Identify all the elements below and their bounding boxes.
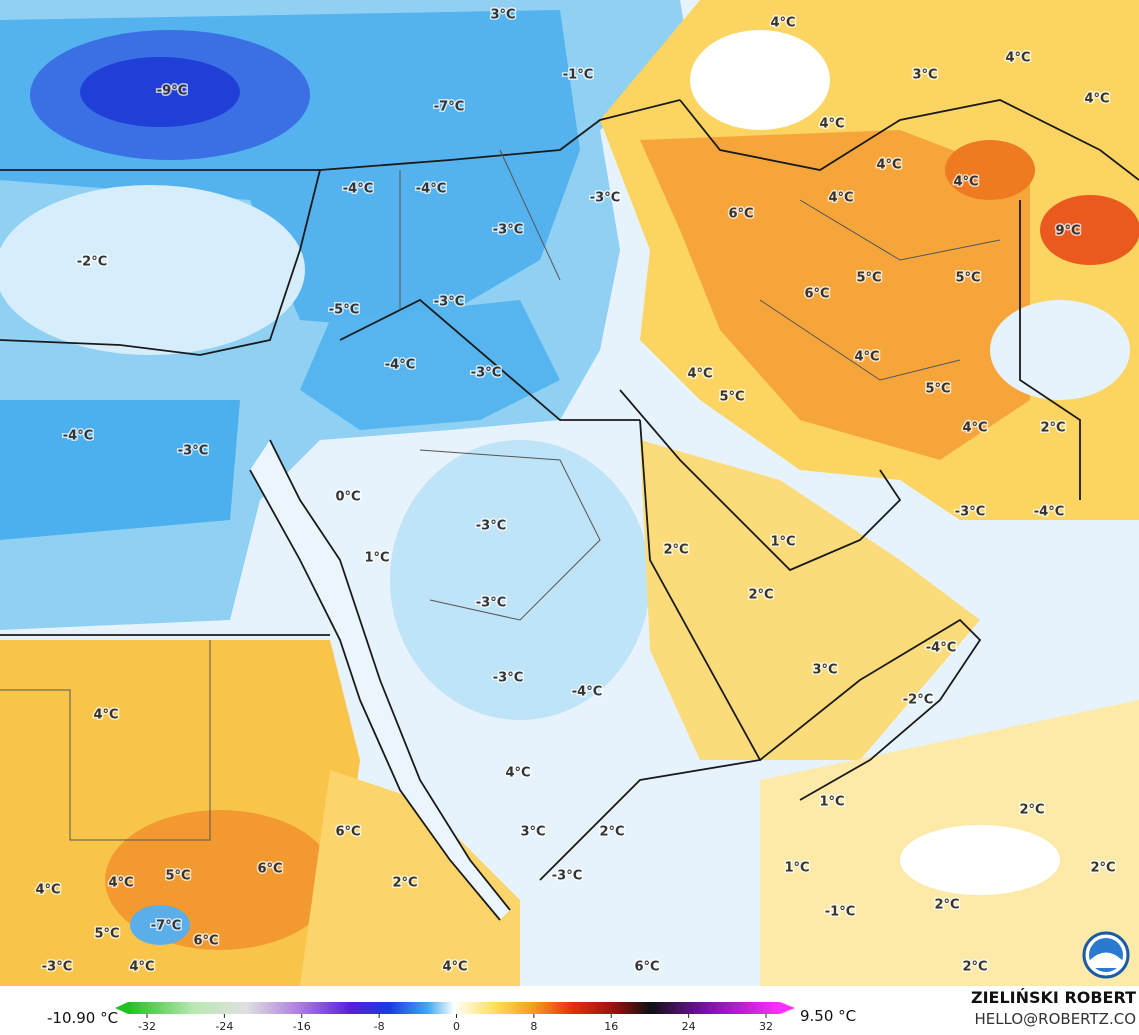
temperature-label: 6°C (193, 934, 218, 949)
temperature-label: 6°C (634, 960, 659, 975)
temperature-label: -3°C (590, 191, 620, 206)
temperature-label: 4°C (505, 766, 530, 781)
temperature-label: -3°C (476, 519, 506, 534)
temperature-label: 5°C (165, 869, 190, 884)
temperature-label: 2°C (934, 898, 959, 913)
temperature-label: 3°C (912, 68, 937, 83)
temperature-label: -4°C (1034, 505, 1064, 520)
temperature-label: 2°C (663, 543, 688, 558)
temperature-label: -4°C (385, 358, 415, 373)
temperature-label: -3°C (955, 505, 985, 520)
colorbar-tick-label: 8 (530, 1020, 537, 1033)
temperature-label: -2°C (77, 255, 107, 270)
colorbar-max: 9.50 °C (800, 1007, 856, 1025)
temperature-label: 4°C (35, 883, 60, 898)
temperature-label: 4°C (962, 421, 987, 436)
temperature-label: 4°C (108, 876, 133, 891)
colorbar-ticks: -32 -24 -16 -8 0 8 16 24 32 (138, 1014, 773, 1033)
temperature-label: -4°C (926, 641, 956, 656)
temperature-label: 3°C (812, 663, 837, 678)
temperature-label: -3°C (493, 671, 523, 686)
colorbar-end (780, 1002, 795, 1014)
temperature-label: -4°C (572, 685, 602, 700)
colorbar-tick-label: 24 (682, 1020, 696, 1033)
temperature-label: -4°C (416, 182, 446, 197)
temperature-label: 2°C (599, 825, 624, 840)
temperature-label: -4°C (343, 182, 373, 197)
temperature-label: -3°C (476, 596, 506, 611)
temperature-label: -3°C (552, 869, 582, 884)
temperature-label: 2°C (748, 588, 773, 603)
colorbar-tick-label: -24 (215, 1020, 233, 1033)
temperature-label: 1°C (784, 861, 809, 876)
temperature-label: 4°C (93, 708, 118, 723)
temperature-label: 6°C (804, 287, 829, 302)
colorbar-tick-label: -8 (374, 1020, 385, 1033)
temperature-label: -3°C (178, 444, 208, 459)
temperature-label: 9°C (1055, 224, 1080, 239)
colorbar-tick-label: 32 (759, 1020, 773, 1033)
temperature-label: 5°C (719, 390, 744, 405)
temperature-label: 5°C (94, 927, 119, 942)
colorbar-tick-label: -32 (138, 1020, 156, 1033)
temperature-label: 3°C (490, 8, 515, 23)
colorbar-min: -10.90 °C (47, 1009, 118, 1027)
temperature-label: -3°C (434, 295, 464, 310)
temperature-label: -9°C (157, 84, 187, 99)
temperature-label: -2°C (903, 693, 933, 708)
credit-contact: HELLO@ROBERTZ.CO (974, 1010, 1136, 1028)
temperature-label: -7°C (151, 919, 181, 934)
credit-name: ZIELIŃSKI ROBERT (971, 988, 1136, 1007)
temperature-label: 4°C (828, 191, 853, 206)
temperature-label: 3°C (520, 825, 545, 840)
temperature-label: -3°C (42, 960, 72, 975)
temperature-label: 4°C (442, 960, 467, 975)
temperature-label: 4°C (687, 367, 712, 382)
temperature-label: 6°C (728, 207, 753, 222)
temperature-label: 4°C (1005, 51, 1030, 66)
temperature-label: 2°C (962, 960, 987, 975)
temperature-label: 5°C (856, 271, 881, 286)
map-labels: 3°C 4°C 4°C 3°C 4°C 4°C -9°C -7°C -1°C -4°C -4°C -3… (34, 6, 1117, 976)
temperature-label: 4°C (819, 117, 844, 132)
temperature-label: 1°C (770, 535, 795, 550)
temperature-label: 4°C (770, 16, 795, 31)
temperature-label: 1°C (819, 795, 844, 810)
temperature-label: 1°C (364, 551, 389, 566)
temperature-label: 2°C (1019, 803, 1044, 818)
temperature-label: 4°C (129, 960, 154, 975)
map (0, 0, 1139, 986)
temperature-label: 2°C (1040, 421, 1065, 436)
temperature-label: 6°C (257, 862, 282, 877)
colorbar-tick-label: 16 (604, 1020, 618, 1033)
temperature-label: 5°C (925, 382, 950, 397)
temperature-label: 4°C (1084, 92, 1109, 107)
temperature-label: 0°C (335, 490, 360, 505)
temperature-label: -1°C (825, 905, 855, 920)
temperature-label: -3°C (493, 223, 523, 238)
temperature-label: -1°C (563, 68, 593, 83)
temperature-label: 2°C (392, 876, 417, 891)
colorbar-tick-label: 0 (453, 1020, 460, 1033)
temperature-label: -3°C (471, 366, 501, 381)
colorbar (128, 1002, 780, 1014)
temperature-label: 6°C (335, 825, 360, 840)
temperature-label: 4°C (953, 175, 978, 190)
temperature-label: 2°C (1090, 861, 1115, 876)
temperature-label: -5°C (329, 303, 359, 318)
temperature-label: -7°C (434, 100, 464, 115)
colorbar-end (115, 1002, 128, 1014)
temperature-label: 4°C (876, 158, 901, 173)
temperature-label: -4°C (63, 429, 93, 444)
temperature-label: 4°C (854, 350, 879, 365)
colorbar-tick-label: -16 (293, 1020, 311, 1033)
temperature-label: 5°C (955, 271, 980, 286)
